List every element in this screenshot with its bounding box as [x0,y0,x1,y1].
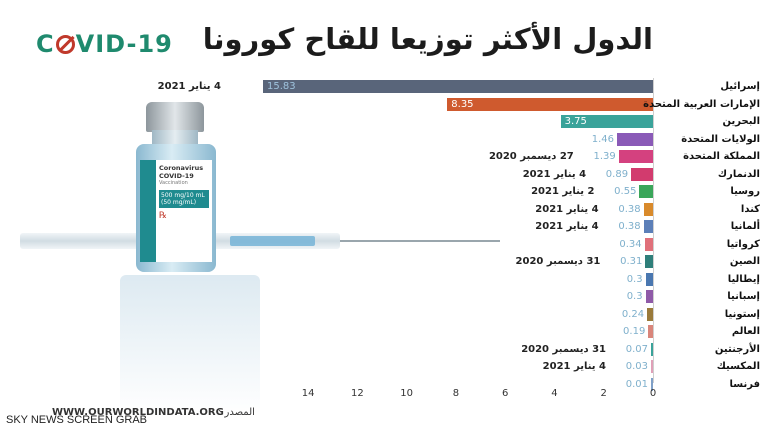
country-label: كندا [740,203,760,215]
country-label: إستونيا [724,308,760,320]
date-annotation: 4 يناير 2021 [522,168,587,180]
country-label: المملكة المتحدة [683,151,760,162]
x-tick-label: 12 [350,388,364,399]
virus-no-icon [55,35,75,54]
bar-value-label: 0.3 [626,273,643,285]
country-label: إسبانيا [727,291,760,302]
country-label: ألمانيا [730,221,760,232]
bar-value-label: 1.39 [593,151,616,162]
bar [643,202,653,216]
chart-title: الدول الأكثر توزيعا للقاح كورونا [202,22,653,56]
bar [645,272,653,286]
bar [263,80,653,93]
bar [639,185,653,198]
bar [618,150,653,163]
bar-value-label: 0.07 [625,343,648,355]
country-label: الصين [729,256,760,267]
country-label: البحرين [722,116,760,127]
date-annotation: 4 يناير 2021 [157,81,221,92]
x-tick-label: 10 [400,388,413,399]
bar [651,360,653,373]
bar [631,167,653,181]
country-label: الدنمارك [717,168,760,180]
bar-value-label: 8.35 [451,98,474,110]
bar-value-label: 0.89 [605,168,629,180]
syringe-liquid [230,236,315,246]
country-label: فرنسا [729,378,760,390]
bar-value-label: 0.19 [623,326,646,337]
bar-value-label: 0.55 [614,186,637,197]
bar-value-label: 0.38 [618,221,641,232]
bar [648,325,653,338]
bar [617,132,653,146]
x-tick-label: 8 [452,388,460,399]
rx-icon: ℞ [159,211,168,221]
bar-value-label: 1.46 [591,133,615,145]
bar [651,377,653,391]
vial-neck [152,130,198,144]
vial-dose: 500 mg/10 mL (50 mg/mL) [159,190,209,208]
country-label: إسرائيل [720,81,760,92]
bar [643,220,653,233]
bar-value-label: 0.34 [619,238,642,250]
zero-axis-line [653,78,654,383]
logo-rest: VID-19 [75,30,173,58]
bar [560,115,653,128]
bar [651,342,653,356]
vial-dose-main: 500 mg/10 mL [161,192,205,199]
vial-side-text: VACCINE [141,191,154,252]
x-tick-label: 0 [649,388,657,399]
vial-line2: COVID-19 [159,172,194,180]
bar [447,97,653,111]
logo-c: C [36,30,55,58]
country-label: العالم [731,326,760,337]
country-label: الإمارات العربية المتحدة [643,98,760,110]
x-tick-label: 6 [501,388,509,399]
vial-reflection [120,275,260,415]
bar-value-label: 0.01 [625,378,648,390]
date-annotation: 4 يناير 2021 [535,203,599,215]
bar [644,237,653,251]
bar [645,255,653,268]
bar-value-label: 15.83 [267,81,296,92]
date-annotation: 27 ديسمبر 2020 [488,151,574,162]
country-label: الأرجنتين [714,343,760,355]
country-label: كرواتيا [726,238,760,250]
syringe-needle [340,240,500,242]
source-label: المصدر : [218,407,255,418]
vial-line3: Vaccination [159,180,188,186]
date-annotation: 4 يناير 2021 [535,221,599,232]
date-annotation: 2 يناير 2021 [531,186,595,197]
x-tick-label: 14 [301,388,315,399]
vial-label: VACCINE Coronavirus COVID-19 Vaccination… [140,160,212,262]
country-label: الولايات المتحدة [681,133,760,145]
watermark-text: SKY NEWS SCREEN GRAB [6,414,147,426]
bar-value-label: 0.31 [620,256,643,267]
vial-dose-sub: (50 mg/mL) [161,199,197,206]
country-label: روسيا [730,186,760,197]
vial-cap [146,102,204,132]
bar-value-label: 0.24 [621,308,645,320]
date-annotation: 31 ديسمبر 2020 [515,256,601,267]
country-label: إيطاليا [727,273,760,285]
x-tick-label: 2 [600,388,607,399]
date-annotation: 31 ديسمبر 2020 [521,343,606,355]
bar-value-label: 0.38 [618,203,641,215]
country-label: المكسيك [716,361,760,372]
vial-line1: Coronavirus [159,164,204,172]
bar-value-label: 0.03 [625,361,648,372]
covid19-logo: C VID-19 [36,30,173,58]
bar-value-label: 0.3 [626,291,643,302]
bar-value-label: 3.75 [564,116,587,127]
bar [647,307,653,321]
bar [645,290,653,303]
source-url: WWW.OURWORLDINDATA.ORG [52,407,224,418]
x-tick-label: 4 [551,388,558,399]
date-annotation: 4 يناير 2021 [542,361,606,372]
